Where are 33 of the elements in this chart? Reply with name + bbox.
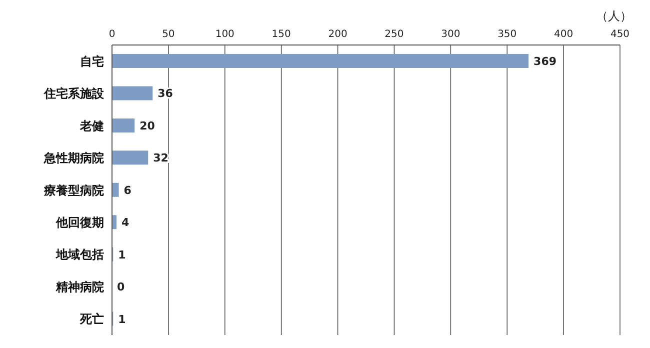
x-tick-label: 50 xyxy=(162,29,175,40)
data-label: 20 xyxy=(140,119,156,132)
y-tick-label: 住宅系施設 xyxy=(43,86,105,101)
x-tick-label: 200 xyxy=(328,29,348,40)
x-tick-label: 150 xyxy=(272,29,291,40)
x-tick-label: 0 xyxy=(108,29,116,40)
bar xyxy=(112,118,135,132)
y-tick-label: 死亡 xyxy=(79,312,104,326)
y-tick-label: 他回復期 xyxy=(55,215,104,230)
data-label: 0 xyxy=(117,280,126,294)
data-label: 6 xyxy=(124,184,132,197)
data-label: 369 xyxy=(534,55,557,68)
y-tick-label: 地域包括 xyxy=(55,248,104,262)
bar xyxy=(112,182,119,197)
bar xyxy=(112,54,529,68)
bar xyxy=(112,150,148,165)
data-label: 1 xyxy=(118,312,126,326)
y-tick-label: 老健 xyxy=(79,118,104,133)
data-label: 4 xyxy=(122,216,130,230)
x-tick-label: 350 xyxy=(498,29,517,40)
x-tick-label: 100 xyxy=(215,29,234,40)
y-tick-label: 精神病院 xyxy=(55,280,104,294)
y-tick-label: 療養型病院 xyxy=(43,183,104,198)
x-tick-label: 450 xyxy=(610,29,630,40)
x-tick-label: 250 xyxy=(384,29,404,40)
data-label: 32 xyxy=(153,152,168,165)
bar xyxy=(112,86,153,100)
y-tick-label: 自宅 xyxy=(80,54,104,68)
y-tick-label: 急性期病院 xyxy=(43,151,104,166)
x-axis-title: （人） xyxy=(596,8,632,25)
x-tick-label: 300 xyxy=(441,29,460,40)
x-tick-label: 400 xyxy=(554,29,574,40)
data-label: 1 xyxy=(118,248,126,262)
